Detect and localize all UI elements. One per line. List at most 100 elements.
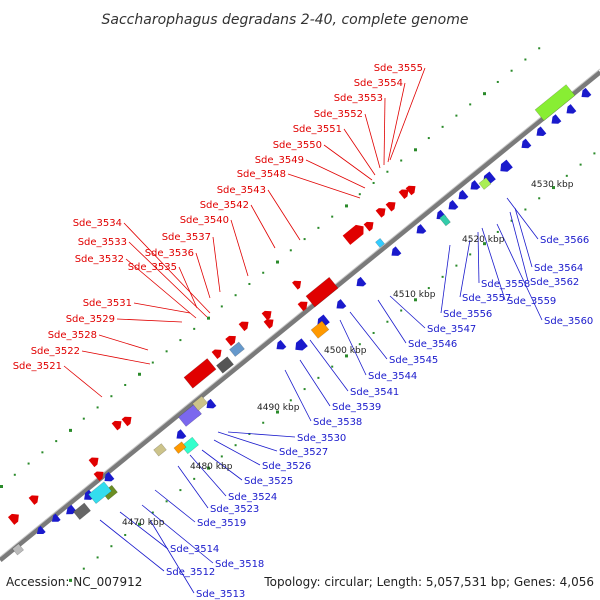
gene-label-top: Sde_3535 bbox=[128, 262, 177, 273]
tick-mark bbox=[317, 226, 320, 229]
tick-mark bbox=[317, 376, 320, 379]
gene-feature bbox=[292, 280, 302, 290]
leader-line bbox=[213, 439, 261, 466]
leader-line bbox=[250, 204, 276, 249]
leader-line bbox=[349, 311, 388, 360]
tick-mark bbox=[276, 410, 279, 414]
gene-feature bbox=[229, 341, 245, 357]
gene-feature bbox=[363, 221, 374, 232]
gene-label-top: Sde_3531 bbox=[83, 298, 132, 309]
gene-feature bbox=[478, 177, 492, 190]
leader-line bbox=[481, 227, 506, 301]
scale-label: 4520 kbp bbox=[462, 235, 505, 245]
gene-label-top: Sde_3542 bbox=[200, 200, 249, 211]
tick-mark bbox=[69, 578, 72, 582]
gene-feature bbox=[500, 159, 513, 172]
gene-label-bottom: Sde_3566 bbox=[540, 235, 589, 246]
tick-mark bbox=[276, 260, 279, 264]
tick-mark bbox=[579, 163, 582, 166]
gene-label-bottom: Sde_3544 bbox=[368, 371, 417, 382]
tick-mark bbox=[248, 282, 251, 285]
leader-line bbox=[149, 519, 195, 594]
gene-label-bottom: Sde_3562 bbox=[530, 277, 579, 288]
gene-feature bbox=[73, 502, 91, 520]
gene-feature bbox=[216, 356, 234, 374]
gene-feature bbox=[342, 224, 364, 245]
tick-mark bbox=[510, 69, 513, 72]
gene-label-bottom: Sde_3514 bbox=[170, 544, 219, 555]
leader-line bbox=[477, 231, 480, 284]
gene-label-bottom: Sde_3547 bbox=[427, 324, 476, 335]
leader-line bbox=[383, 97, 386, 166]
gene-feature bbox=[581, 87, 592, 98]
gene-feature bbox=[104, 471, 115, 482]
gene-label-bottom: Sde_3524 bbox=[228, 492, 277, 503]
leader-line bbox=[389, 295, 426, 329]
tick-mark bbox=[151, 361, 154, 364]
gene-feature bbox=[206, 398, 217, 409]
gene-label-top: Sde_3555 bbox=[374, 63, 423, 74]
gene-label-bottom: Sde_3538 bbox=[313, 417, 362, 428]
gene-feature bbox=[375, 208, 386, 218]
gene-label-bottom: Sde_3539 bbox=[332, 402, 381, 413]
tick-mark bbox=[372, 331, 375, 334]
gene-feature bbox=[51, 513, 61, 522]
tick-mark bbox=[55, 440, 58, 443]
leader-line bbox=[387, 82, 406, 163]
tick-mark bbox=[524, 58, 527, 61]
leader-line bbox=[178, 266, 198, 309]
gene-label-bottom: Sde_3530 bbox=[297, 433, 346, 444]
tick-mark bbox=[193, 327, 196, 330]
tick-mark bbox=[96, 556, 99, 559]
gene-feature bbox=[470, 180, 481, 190]
leader-line bbox=[201, 449, 243, 481]
leader-line bbox=[364, 113, 381, 169]
tick-mark bbox=[455, 264, 458, 267]
tick-mark bbox=[469, 253, 472, 256]
gene-label-bottom: Sde_3559 bbox=[507, 296, 556, 307]
gene-label-top: Sde_3540 bbox=[180, 215, 229, 226]
tick-mark bbox=[289, 399, 292, 402]
gene-label-top: Sde_3534 bbox=[73, 218, 122, 229]
gene-feature bbox=[458, 189, 469, 200]
gene-feature bbox=[405, 185, 416, 196]
leader-line bbox=[212, 236, 221, 293]
gene-label-bottom: Sde_3518 bbox=[215, 559, 264, 570]
scale-label: 4500 kbp bbox=[324, 346, 367, 356]
gene-feature bbox=[12, 543, 24, 556]
leader-line bbox=[195, 252, 211, 299]
scale-label: 4480 kbp bbox=[190, 462, 233, 472]
gene-feature bbox=[88, 481, 112, 504]
gene-feature bbox=[192, 395, 208, 411]
gene-feature bbox=[534, 84, 576, 122]
scale-label: 4470 kbp bbox=[122, 518, 165, 528]
tick-mark bbox=[207, 316, 210, 320]
gene-label-top: Sde_3552 bbox=[314, 109, 363, 120]
tick-mark bbox=[110, 395, 113, 398]
leader-line bbox=[154, 489, 196, 523]
leader-line bbox=[440, 244, 451, 314]
tick-mark bbox=[483, 242, 486, 246]
tick-mark bbox=[262, 421, 265, 424]
gene-feature bbox=[7, 513, 19, 525]
scale-label: 4490 kbp bbox=[257, 403, 300, 413]
tick-mark bbox=[220, 455, 223, 458]
gene-label-top: Sde_3533 bbox=[78, 237, 127, 248]
accession-label: Accession: NC_007912 bbox=[6, 575, 142, 589]
leader-line bbox=[81, 350, 151, 365]
gene-label-top: Sde_3549 bbox=[255, 155, 304, 166]
tick-mark bbox=[41, 451, 44, 454]
gene-feature bbox=[356, 276, 367, 287]
leader-line bbox=[63, 365, 103, 398]
genome-summary: Topology: circular; Length: 5,057,531 bp… bbox=[263, 575, 594, 589]
gene-label-top: Sde_3522 bbox=[31, 346, 80, 357]
gene-label-top: Sde_3554 bbox=[354, 78, 403, 89]
tick-mark bbox=[303, 388, 306, 391]
gene-feature bbox=[111, 420, 122, 431]
gene-label-bottom: Sde_3546 bbox=[408, 339, 457, 350]
gene-feature bbox=[28, 495, 39, 505]
gene-feature bbox=[336, 299, 347, 309]
tick-mark bbox=[27, 462, 30, 465]
leader-line bbox=[133, 302, 191, 314]
